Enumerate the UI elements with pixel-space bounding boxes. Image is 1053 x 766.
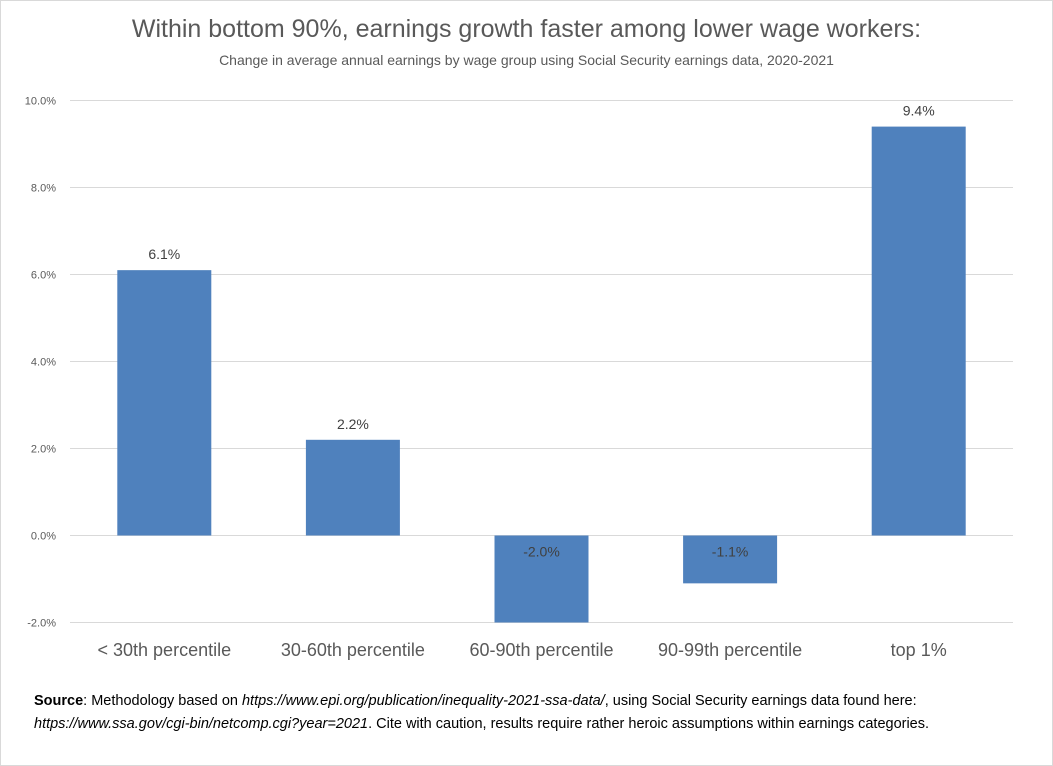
x-category-label: 90-99th percentile (658, 640, 802, 660)
bar-chart-plot: -2.0% 0.0% 2.0% 4.0% 6.0% 8.0% 10.0% 6.1% < 30th… (25, 96, 1013, 660)
y-tick-label: 0.0% (31, 531, 56, 543)
source-label: Source (34, 693, 84, 709)
chart-title: Within bottom 90%, earnings growth faste… (131, 15, 922, 43)
y-tick-label: 4.0% (31, 357, 56, 369)
source-note: Source: Methodology based on https://www… (34, 690, 1024, 736)
data-label: -2.0% (523, 544, 560, 560)
source-text-2: , using Social Security earnings data fo… (604, 693, 917, 709)
source-text-3: . Cite with caution, results require rat… (368, 716, 930, 732)
y-tick-label: 2.0% (31, 444, 56, 456)
bar (871, 126, 966, 536)
bar (494, 535, 589, 623)
x-category-label: top 1% (891, 640, 947, 660)
y-tick-label: 6.0% (31, 270, 56, 282)
bar (683, 535, 778, 584)
x-category-label: 30-60th percentile (281, 640, 425, 660)
x-category-label: < 30th percentile (98, 640, 232, 660)
source-text-1: : Methodology based on (83, 693, 242, 709)
data-label: 9.4% (903, 103, 935, 119)
data-label: -1.1% (712, 544, 749, 560)
source-url-2: https://www.ssa.gov/cgi-bin/netcomp.cgi?… (34, 716, 369, 732)
data-label: 2.2% (337, 416, 369, 432)
chart-subtitle: Change in average annual earnings by wag… (219, 52, 834, 68)
x-category-label: 60-90th percentile (469, 640, 613, 660)
source-url-1: https://www.epi.org/publication/inequali… (241, 693, 605, 709)
bar (117, 270, 212, 536)
y-tick-label: -2.0% (27, 618, 56, 630)
bar (305, 439, 400, 536)
data-label: 6.1% (148, 246, 180, 262)
y-tick-label: 10.0% (25, 96, 56, 108)
y-tick-label: 8.0% (31, 183, 56, 195)
